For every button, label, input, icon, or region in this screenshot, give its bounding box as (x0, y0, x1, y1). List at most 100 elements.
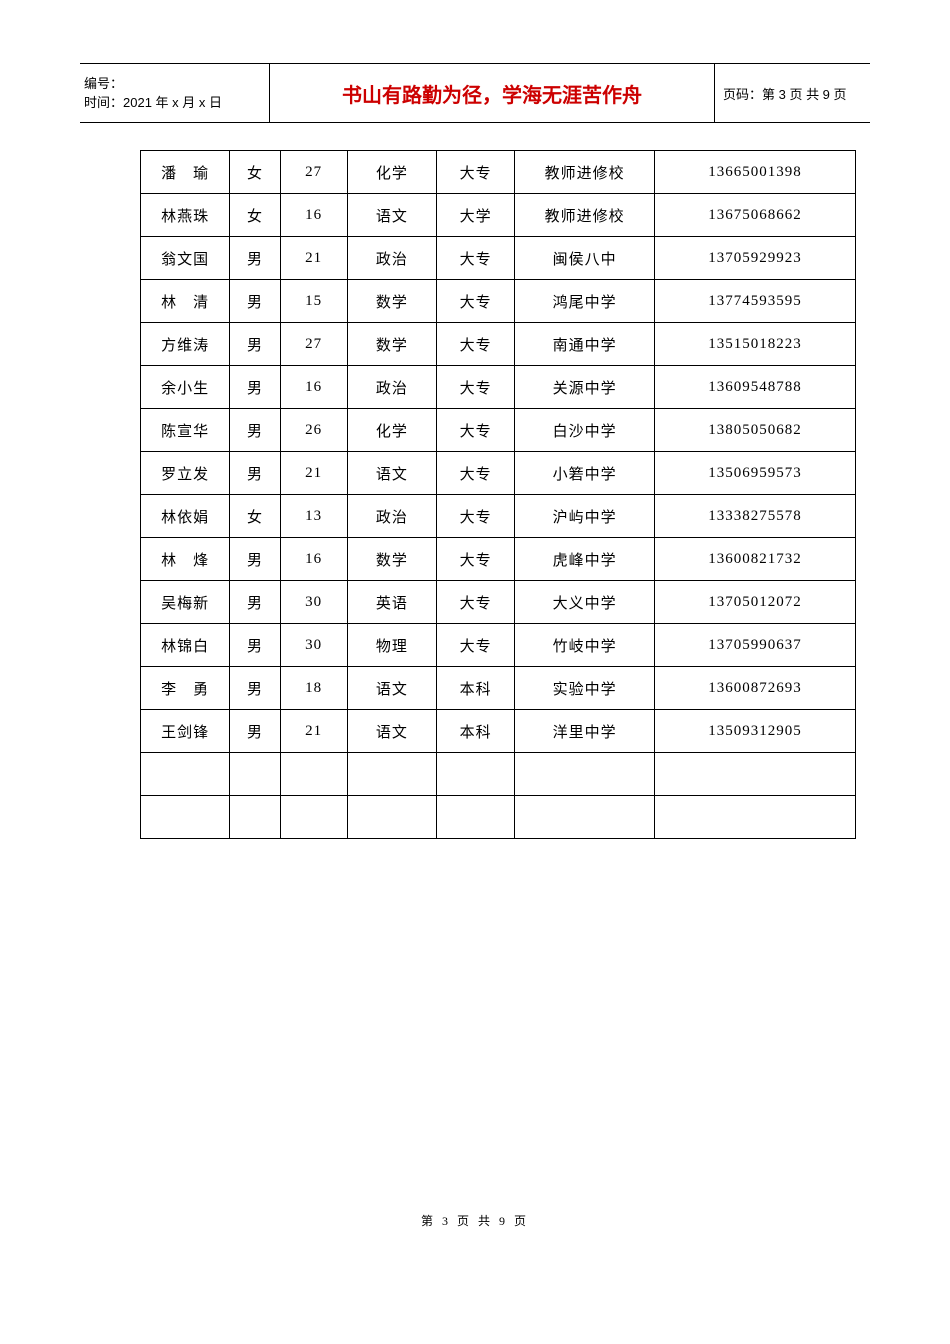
table-cell-gender: 男 (230, 710, 280, 753)
page-number-label: 页码：第 3 页 共 9 页 (723, 84, 847, 103)
table-cell-age: 21 (280, 237, 347, 280)
table-cell-edu: 大专 (437, 366, 515, 409)
table-cell-gender: 女 (230, 151, 280, 194)
table-cell-age: 15 (280, 280, 347, 323)
table-cell-phone: 13805050682 (654, 409, 855, 452)
table-cell-age: 21 (280, 710, 347, 753)
table-cell-subject: 语文 (347, 710, 436, 753)
table-row: 林 烽男16数学大专虎峰中学13600821732 (141, 538, 856, 581)
table-cell-age: 26 (280, 409, 347, 452)
table-row: 吴梅新男30英语大专大义中学13705012072 (141, 581, 856, 624)
table-cell-edu: 大专 (437, 323, 515, 366)
table-row: 李 勇男18语文本科实验中学13600872693 (141, 667, 856, 710)
header-left-section: 编号： 时间：2021 年 x 月 x 日 (80, 64, 270, 122)
table-cell-gender: 男 (230, 667, 280, 710)
table-cell-school: 小箬中学 (515, 452, 655, 495)
table-cell-subject: 政治 (347, 495, 436, 538)
table-cell-name: 潘 瑜 (141, 151, 230, 194)
table-row: 林燕珠女16语文大学教师进修校13675068662 (141, 194, 856, 237)
table-cell-edu: 大专 (437, 495, 515, 538)
table-cell-edu: 本科 (437, 667, 515, 710)
table-cell-phone (654, 753, 855, 796)
table-cell-age: 27 (280, 323, 347, 366)
table-cell-school: 虎峰中学 (515, 538, 655, 581)
table-cell-phone: 13705012072 (654, 581, 855, 624)
table-cell-age: 16 (280, 538, 347, 581)
table-cell-edu: 大专 (437, 581, 515, 624)
table-row: 陈宣华男26化学大专白沙中学13805050682 (141, 409, 856, 452)
table-cell-edu: 大专 (437, 280, 515, 323)
table-cell-edu: 大学 (437, 194, 515, 237)
table-cell-school: 鸿尾中学 (515, 280, 655, 323)
table-cell-name (141, 753, 230, 796)
table-cell-school: 南通中学 (515, 323, 655, 366)
table-cell-school: 竹岐中学 (515, 624, 655, 667)
table-cell-gender: 男 (230, 280, 280, 323)
table-row (141, 796, 856, 839)
table-cell-gender: 女 (230, 194, 280, 237)
table-cell-school: 关源中学 (515, 366, 655, 409)
table-cell-gender: 男 (230, 452, 280, 495)
table-cell-gender: 女 (230, 495, 280, 538)
document-header: 编号： 时间：2021 年 x 月 x 日 书山有路勤为径，学海无涯苦作舟 页码… (80, 63, 870, 123)
table-cell-phone: 13509312905 (654, 710, 855, 753)
table-cell-school: 闽侯八中 (515, 237, 655, 280)
table-cell-name: 翁文国 (141, 237, 230, 280)
table-cell-age: 30 (280, 581, 347, 624)
table-cell-school: 大义中学 (515, 581, 655, 624)
table-cell-subject: 数学 (347, 538, 436, 581)
table-cell-phone: 13600821732 (654, 538, 855, 581)
table-cell-name: 林 清 (141, 280, 230, 323)
table-cell-school: 沪屿中学 (515, 495, 655, 538)
table-cell-subject (347, 796, 436, 839)
page-footer: 第 3 页 共 9 页 (0, 1212, 950, 1229)
table-cell-phone: 13515018223 (654, 323, 855, 366)
table-cell-phone: 13609548788 (654, 366, 855, 409)
table-cell-gender (230, 753, 280, 796)
table-cell-phone: 13338275578 (654, 495, 855, 538)
table-cell-gender: 男 (230, 366, 280, 409)
table-cell-name: 罗立发 (141, 452, 230, 495)
table-cell-subject: 物理 (347, 624, 436, 667)
table-cell-age: 13 (280, 495, 347, 538)
table-cell-phone: 13600872693 (654, 667, 855, 710)
table-cell-age: 16 (280, 366, 347, 409)
table-cell-subject: 化学 (347, 409, 436, 452)
table-cell-school: 教师进修校 (515, 151, 655, 194)
table-cell-subject: 政治 (347, 237, 436, 280)
table-cell-age: 16 (280, 194, 347, 237)
table-cell-edu: 大专 (437, 452, 515, 495)
table-cell-subject: 语文 (347, 194, 436, 237)
table-cell-name: 方维涛 (141, 323, 230, 366)
header-center-section: 书山有路勤为径，学海无涯苦作舟 (270, 64, 715, 122)
table-cell-edu: 大专 (437, 538, 515, 581)
table-cell-phone: 13705990637 (654, 624, 855, 667)
table-cell-name: 林燕珠 (141, 194, 230, 237)
table-cell-subject: 语文 (347, 452, 436, 495)
table-cell-name: 林锦白 (141, 624, 230, 667)
table-cell-subject: 数学 (347, 280, 436, 323)
table-cell-age (280, 753, 347, 796)
table-cell-age: 27 (280, 151, 347, 194)
table-cell-edu (437, 796, 515, 839)
table-cell-gender: 男 (230, 237, 280, 280)
table-cell-age: 18 (280, 667, 347, 710)
table-cell-school (515, 753, 655, 796)
table-cell-name: 吴梅新 (141, 581, 230, 624)
table-cell-edu: 大专 (437, 151, 515, 194)
table-cell-name: 王剑锋 (141, 710, 230, 753)
table-cell-phone: 13675068662 (654, 194, 855, 237)
table-cell-gender: 男 (230, 409, 280, 452)
table-cell-subject: 英语 (347, 581, 436, 624)
table-cell-edu: 大专 (437, 409, 515, 452)
table-cell-name: 林依娟 (141, 495, 230, 538)
header-right-section: 页码：第 3 页 共 9 页 (715, 64, 870, 122)
table-cell-edu: 大专 (437, 624, 515, 667)
table-cell-subject: 语文 (347, 667, 436, 710)
table-cell-phone (654, 796, 855, 839)
table-cell-name: 李 勇 (141, 667, 230, 710)
table-row: 余小生男16政治大专关源中学13609548788 (141, 366, 856, 409)
table-cell-school: 白沙中学 (515, 409, 655, 452)
table-cell-gender: 男 (230, 323, 280, 366)
table-cell-phone: 13705929923 (654, 237, 855, 280)
